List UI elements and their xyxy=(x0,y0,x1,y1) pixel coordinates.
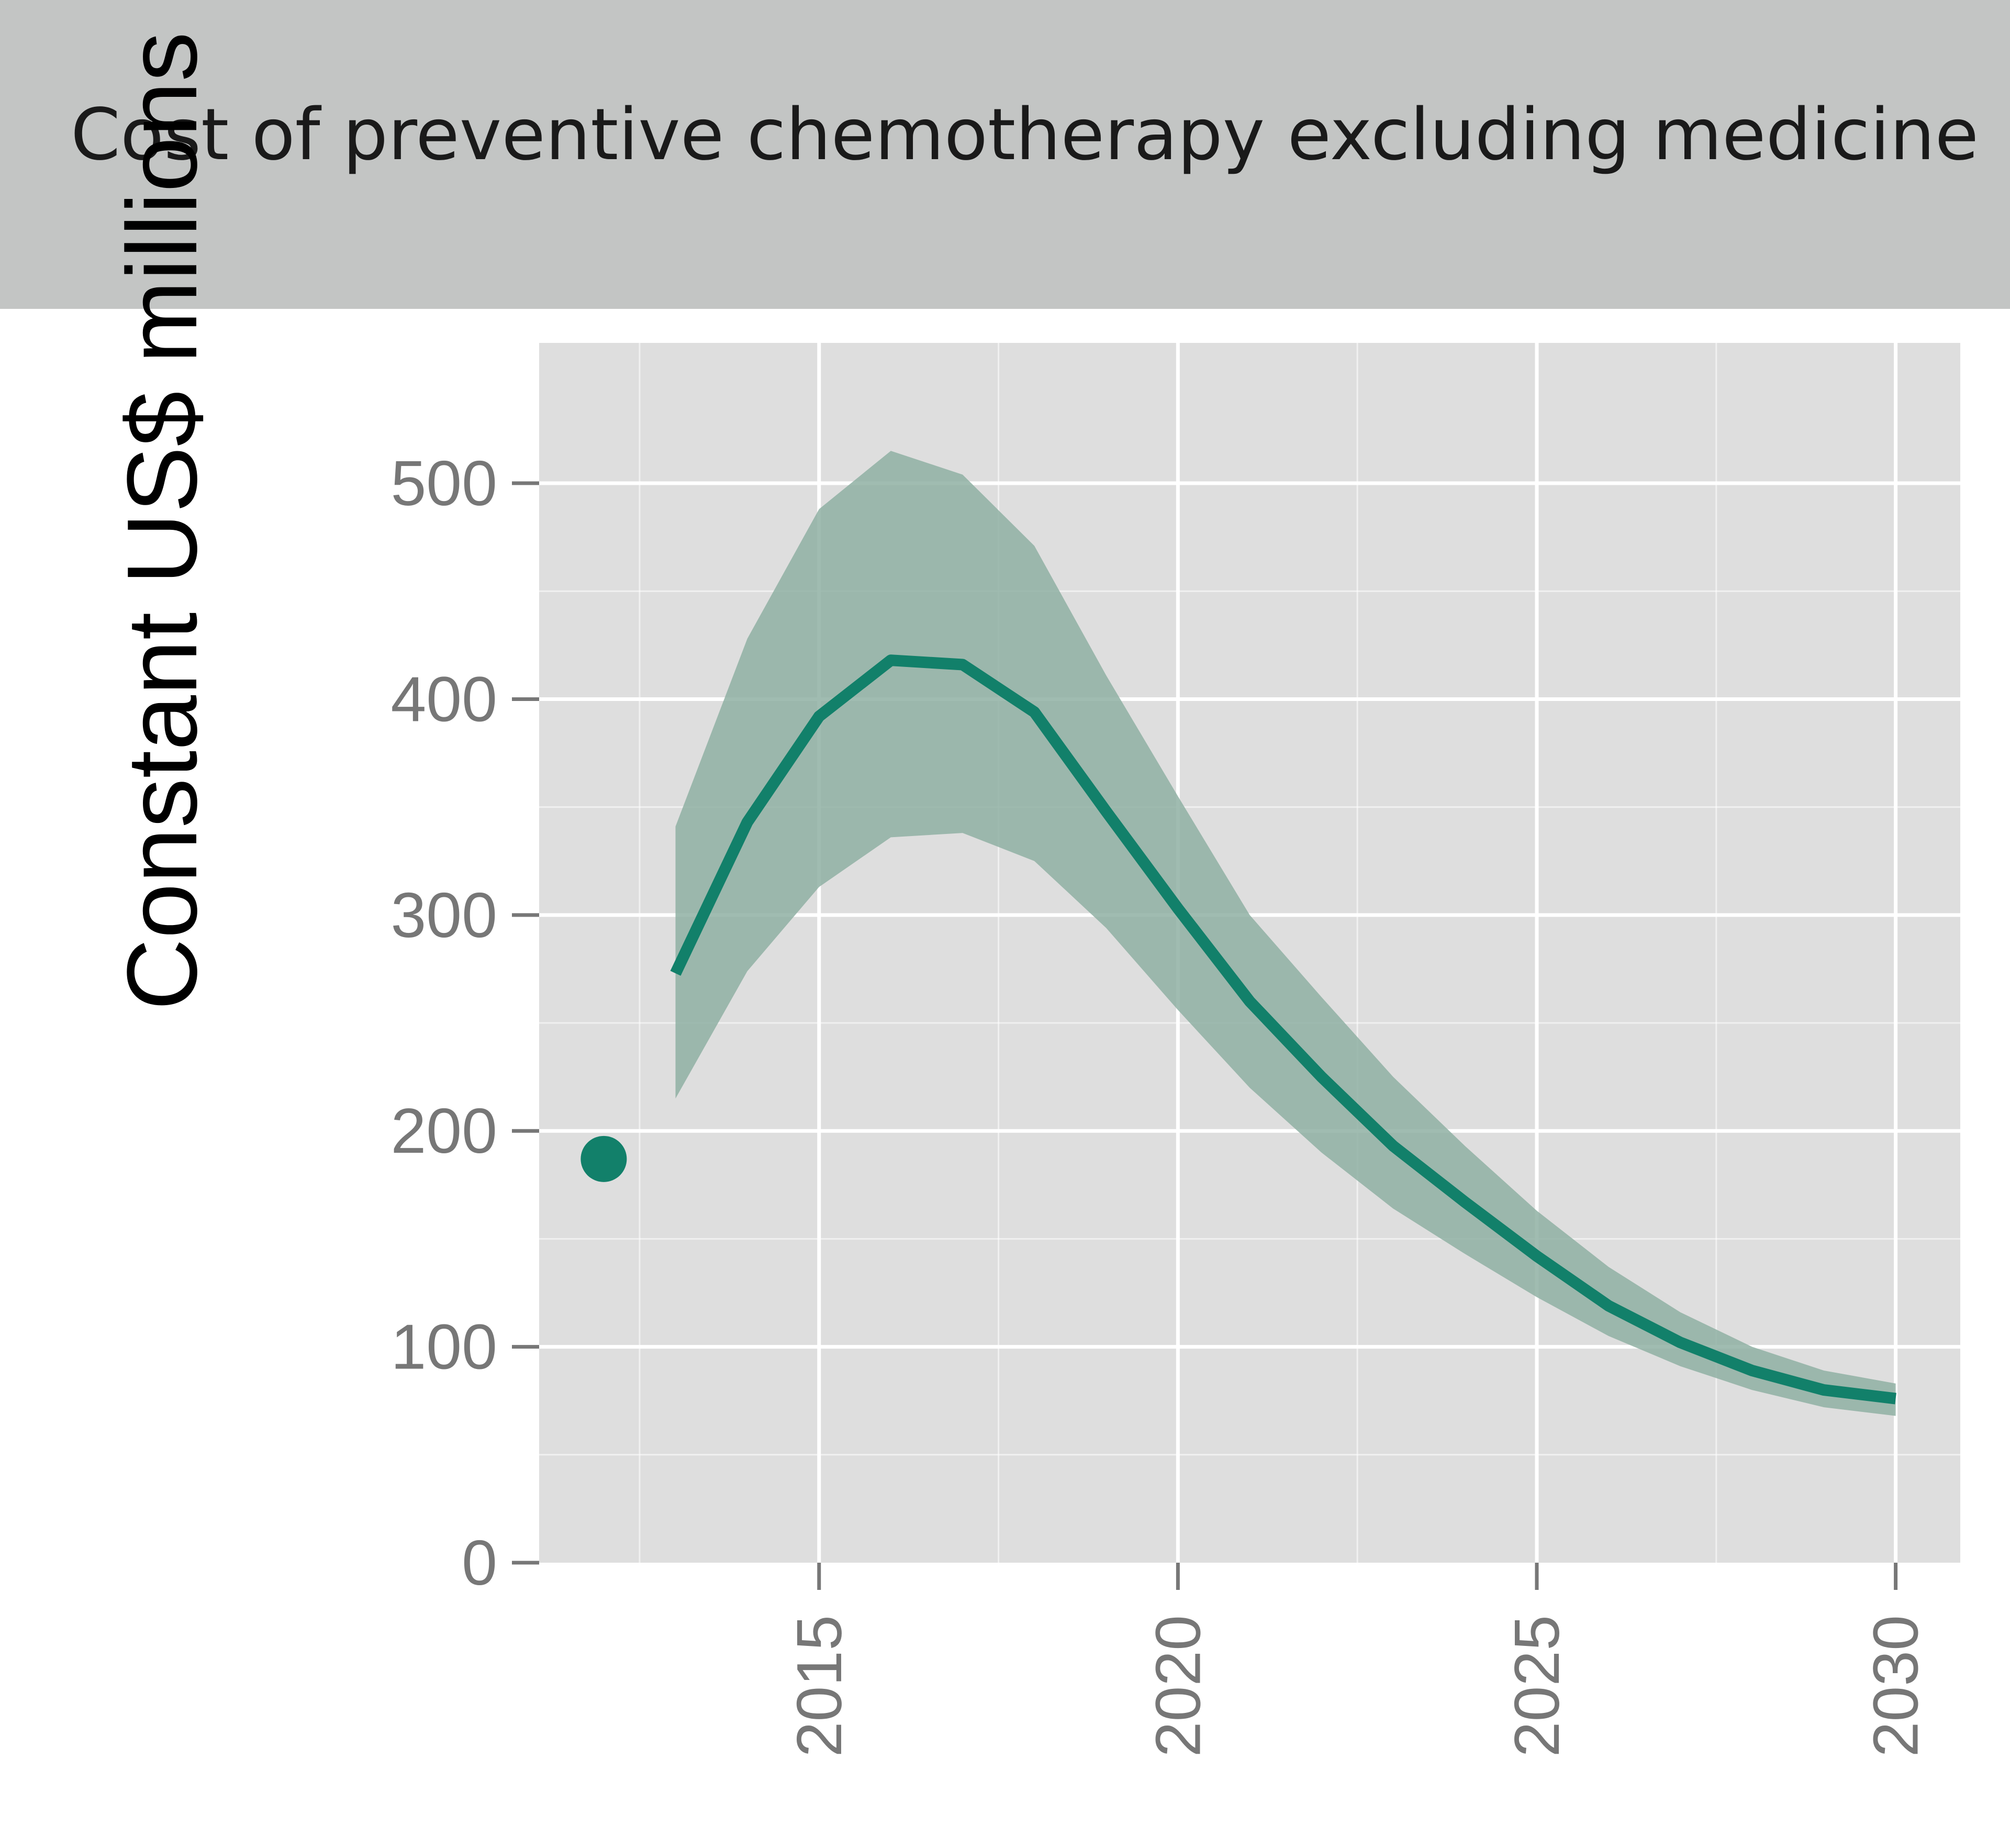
y-tick-label: 200 xyxy=(390,1095,497,1166)
uncertainty-band xyxy=(675,451,1896,1416)
chart-header: Cost of preventive chemotherapy excludin… xyxy=(0,0,2010,309)
x-tick-label: 2025 xyxy=(1501,1615,1572,1757)
minor-gridlines xyxy=(539,343,1960,1563)
axis-ticks xyxy=(512,481,1898,1590)
series-line xyxy=(670,654,1896,1405)
y-tick-label: 0 xyxy=(462,1527,497,1598)
y-tick-label: 400 xyxy=(390,663,497,734)
observed-data-point xyxy=(580,1135,627,1182)
chart-title: Cost of preventive chemotherapy excludin… xyxy=(71,94,1979,176)
y-tick-label: 100 xyxy=(390,1311,497,1383)
y-tick-labels: 0 100 200 300 400 500 xyxy=(390,448,497,1598)
y-tick-label: 300 xyxy=(390,880,497,951)
y-tick-label: 500 xyxy=(390,448,497,519)
x-tick-label: 2015 xyxy=(784,1615,855,1757)
x-tick-label: 2030 xyxy=(1860,1615,1931,1757)
y-axis-label: Constant US$ millions xyxy=(107,32,218,1010)
x-tick-labels: 2015 2020 2025 2030 xyxy=(784,1615,1931,1757)
x-tick-label: 2020 xyxy=(1142,1615,1213,1757)
